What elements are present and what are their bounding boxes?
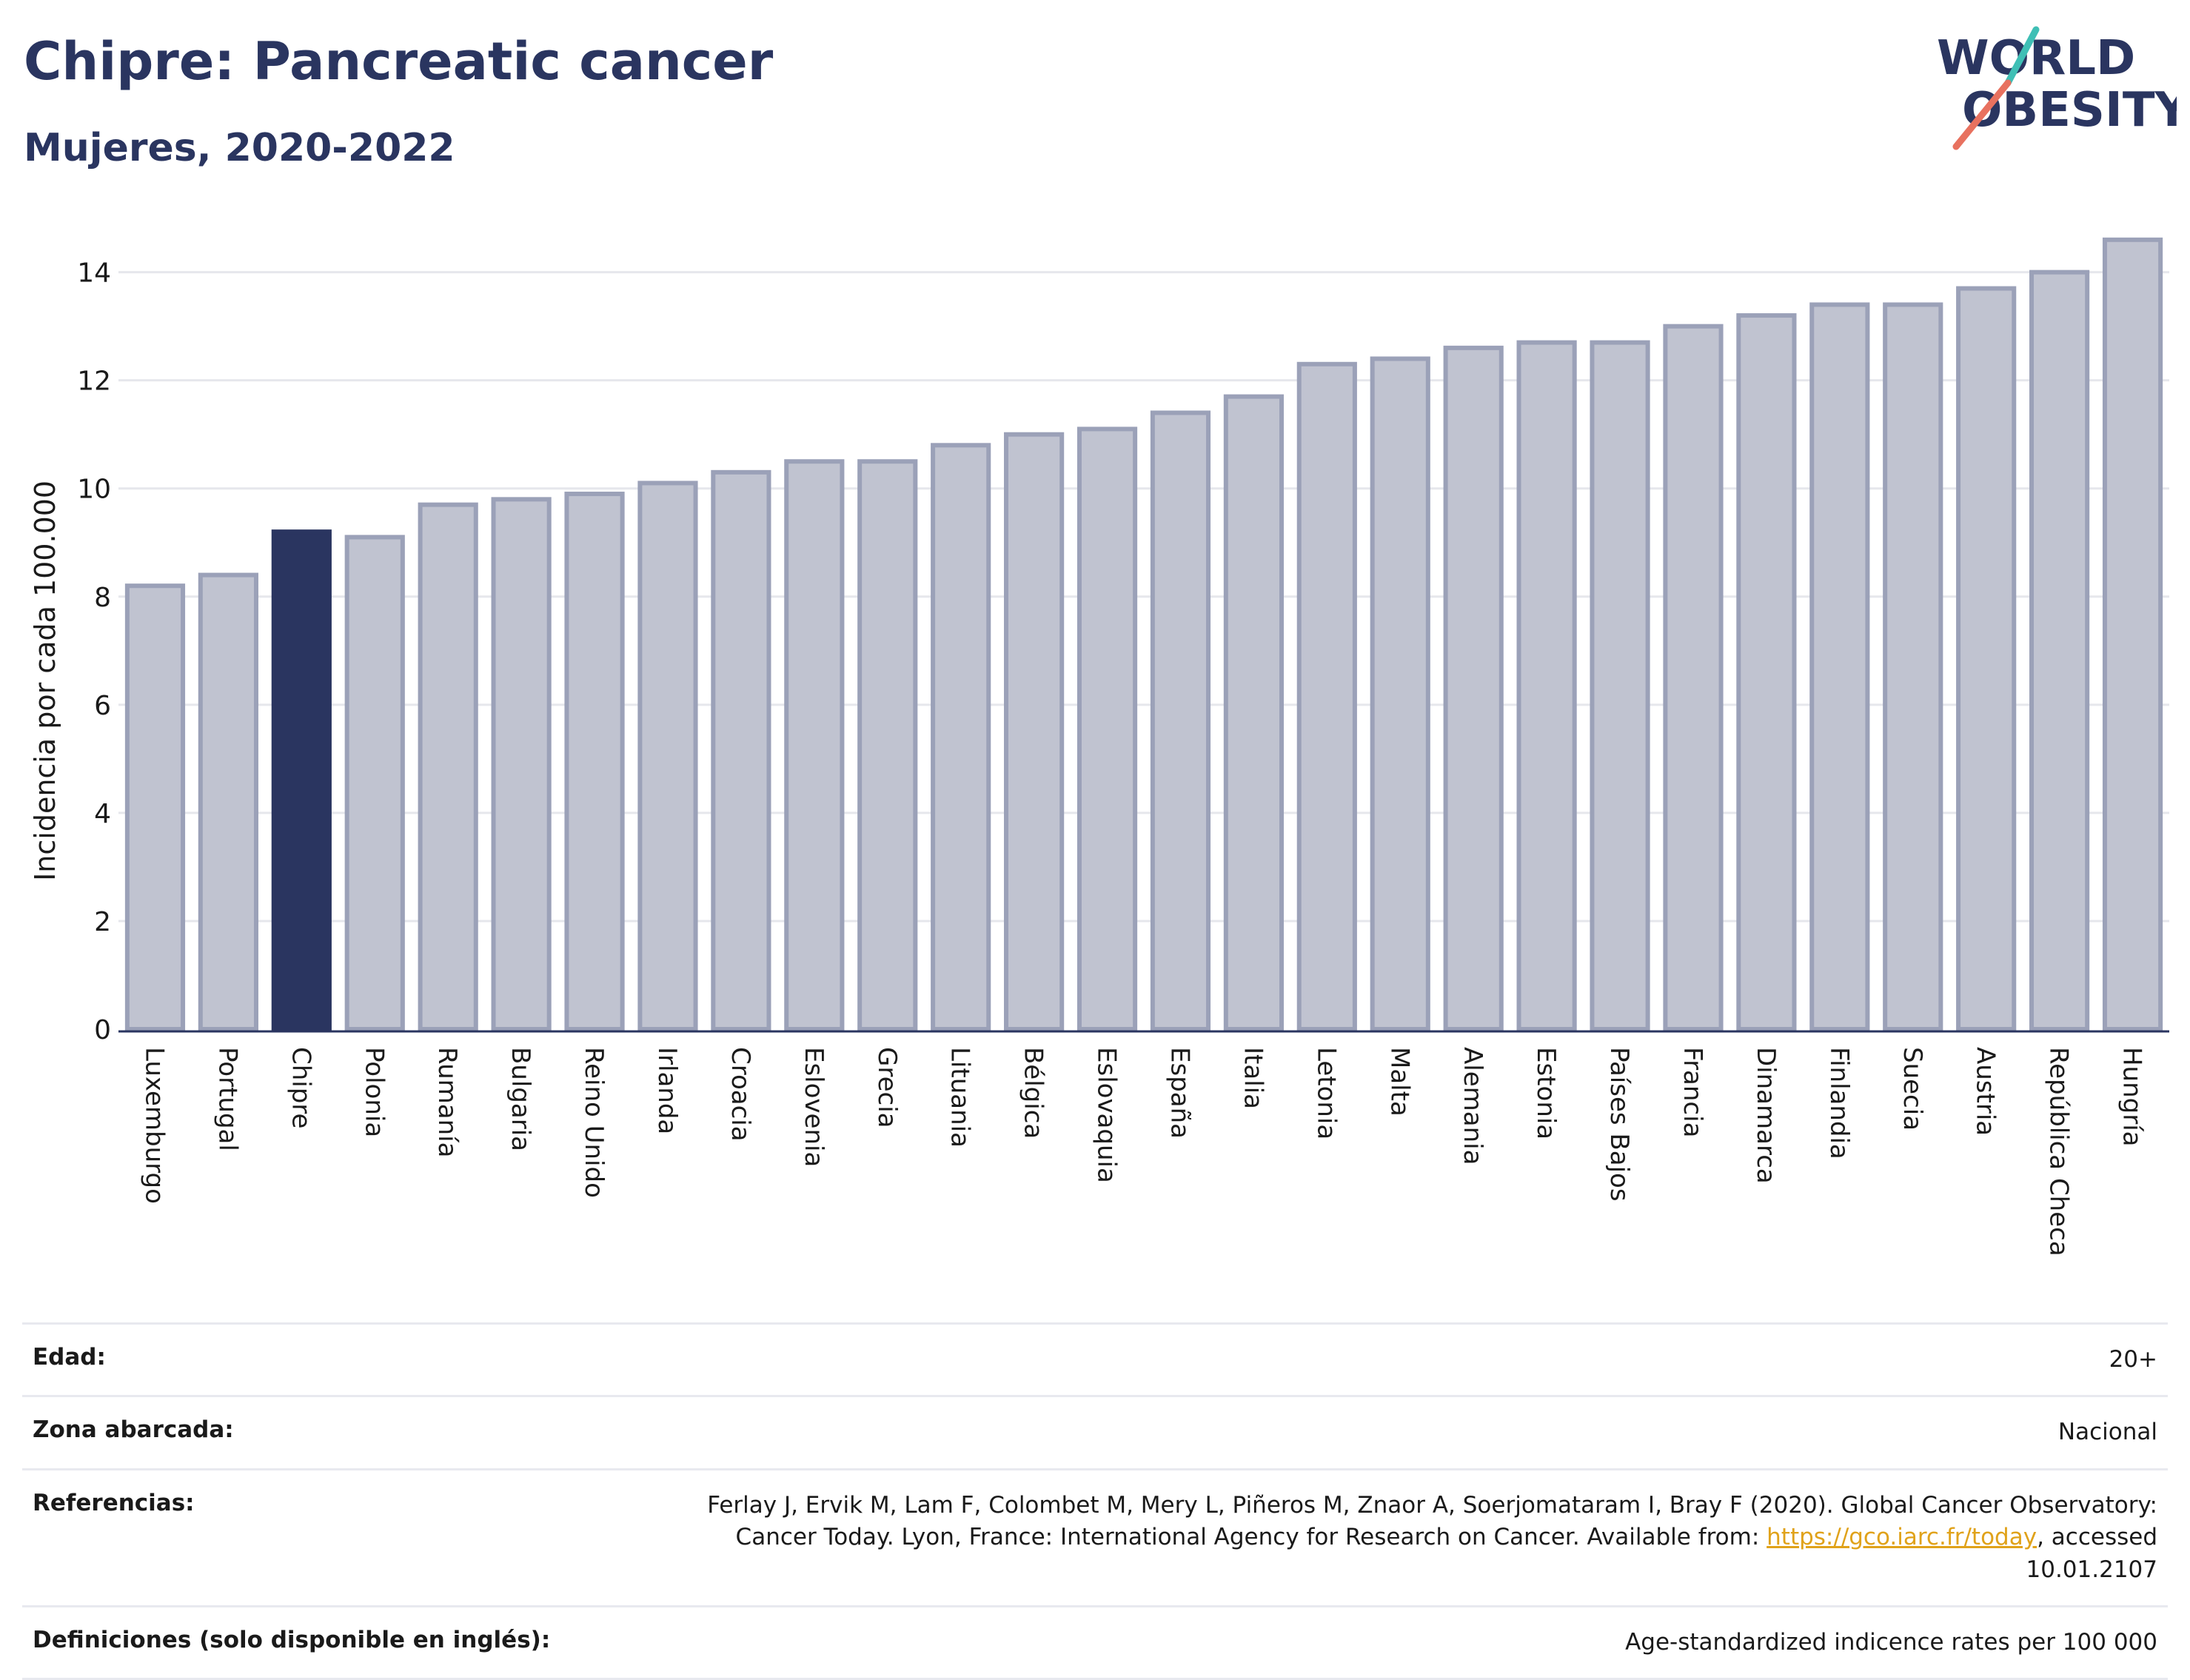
- y-tick-label: 4: [94, 799, 111, 829]
- logo-slash-teal: [2004, 26, 2040, 87]
- x-tick-label: Polonia: [359, 1047, 389, 1137]
- bar: [857, 459, 918, 1031]
- info-row-references: Referencias: Ferlay J, Ervik M, Lam F, C…: [22, 1468, 2168, 1605]
- logo-text-world: WORLD: [1937, 31, 2135, 86]
- info-value-coverage: Nacional: [2057, 1419, 2157, 1446]
- x-tick-label: Alemania: [1458, 1047, 1487, 1165]
- bar: [784, 459, 845, 1031]
- bar: [1663, 324, 1724, 1031]
- reference-text: Ferlay J, Ervik M, Lam F, Colombet M, Me…: [707, 1491, 2157, 1551]
- y-tick-labels: 0 2 4 6 8 10 12 14: [77, 258, 111, 1045]
- x-tick-label: Francia: [1678, 1047, 1707, 1137]
- bar: [1516, 340, 1577, 1031]
- world-obesity-logo: WORLD OBESITY: [1937, 26, 2177, 150]
- bar: [1736, 313, 1797, 1032]
- x-tick-label: Chipre: [286, 1047, 315, 1128]
- x-tick-label: Suecia: [1898, 1047, 1927, 1131]
- info-label-references: Referencias:: [33, 1489, 195, 1516]
- y-tick-label: 0: [94, 1015, 111, 1045]
- bar: [124, 583, 186, 1031]
- x-tick-labels: Luxemburgo Portugal Chipre Polonia Rumanía Bu…: [139, 1047, 2146, 1256]
- bar-chart: 0 2 4 6 8 10 12 14 Luxemburgo Portugal Chipre Polo…: [29, 237, 2169, 1256]
- x-tick-label: Hungría: [2117, 1047, 2147, 1147]
- chart-title: Chipre: Pancreatic cancer: [24, 31, 774, 92]
- x-tick-label: Países Bajos: [1604, 1047, 1634, 1202]
- y-axis-label: Incidencia por cada 100.000: [29, 481, 61, 881]
- y-tick-label: 12: [77, 367, 111, 397]
- x-tick-label: Irlanda: [652, 1047, 682, 1134]
- bar: [637, 481, 698, 1031]
- info-row-definitions: Definiciones (solo disponible en inglés)…: [22, 1604, 2168, 1680]
- x-tick-label: Finlandia: [1824, 1047, 1854, 1159]
- bar: [1809, 302, 1870, 1031]
- bar: [198, 572, 258, 1032]
- x-tick-label: Croacia: [726, 1047, 755, 1142]
- x-tick-label: Lituania: [945, 1047, 975, 1148]
- x-tick-label: Grecia: [872, 1047, 902, 1128]
- reference-accessed: , accessed 10.01.2107: [2026, 1524, 2158, 1583]
- x-tick-label: Eslovaquia: [1092, 1047, 1122, 1183]
- chart-subtitle: Mujeres, 2020-2022: [24, 126, 455, 170]
- x-tick-label: Italia: [1238, 1047, 1268, 1109]
- bar: [491, 497, 552, 1031]
- x-tick-label: Bulgaria: [506, 1047, 535, 1151]
- bars: [124, 237, 2163, 1032]
- bar: [1223, 394, 1284, 1031]
- bar: [1956, 286, 2017, 1031]
- x-tick-label: España: [1165, 1047, 1194, 1139]
- y-tick-label: 8: [94, 583, 111, 613]
- info-label-definitions: Definiciones (solo disponible en inglés)…: [33, 1626, 551, 1653]
- info-value-definitions: Age-standardized indicence rates per 100…: [1625, 1628, 2157, 1656]
- info-value-references: Ferlay J, Ervik M, Lam F, Colombet M, Me…: [632, 1490, 2157, 1586]
- x-tick-label: Malta: [1384, 1047, 1414, 1117]
- x-tick-label: Reino Unido: [579, 1047, 609, 1198]
- x-tick-label: Eslovenia: [799, 1047, 828, 1167]
- x-tick-label: Letonia: [1311, 1047, 1341, 1139]
- y-tick-label: 6: [94, 691, 111, 721]
- info-row-coverage: Zona abarcada: Nacional: [22, 1395, 2168, 1468]
- info-value-age: 20+: [2109, 1346, 2157, 1373]
- bar-highlighted: [271, 529, 332, 1031]
- x-tick-label: Luxemburgo: [139, 1047, 169, 1204]
- x-tick-label: Estonia: [1531, 1047, 1561, 1139]
- x-tick-label: Dinamarca: [1751, 1047, 1781, 1184]
- bar: [2102, 237, 2163, 1031]
- x-tick-label: Rumanía: [432, 1047, 462, 1157]
- bar: [344, 535, 405, 1032]
- info-label-coverage: Zona abarcada:: [33, 1416, 234, 1444]
- y-tick-label: 2: [94, 907, 111, 937]
- x-tick-label: República Checa: [2044, 1047, 2074, 1256]
- bar: [1590, 340, 1650, 1031]
- logo-slash-coral: [1952, 79, 2012, 150]
- bar: [1150, 410, 1211, 1031]
- bar: [418, 502, 478, 1032]
- bar: [1076, 426, 1138, 1031]
- bar: [1370, 356, 1430, 1031]
- bar: [1883, 302, 1943, 1031]
- info-label-age: Edad:: [33, 1344, 106, 1371]
- reference-link[interactable]: https://gco.iarc.fr/today: [1767, 1524, 2037, 1551]
- y-tick-label: 14: [77, 258, 111, 289]
- bar: [931, 443, 991, 1031]
- y-tick-label: 10: [77, 475, 111, 505]
- info-table: Edad: 20+ Zona abarcada: Nacional Refere…: [22, 1322, 2168, 1680]
- x-tick-label: Austria: [1971, 1047, 2000, 1136]
- bar: [1443, 345, 1504, 1032]
- bar: [1296, 361, 1357, 1032]
- bar: [711, 469, 771, 1032]
- logo-text-obesity: OBESITY: [1962, 83, 2177, 138]
- bar: [2029, 270, 2090, 1031]
- bar: [564, 492, 625, 1031]
- bar: [1004, 432, 1065, 1032]
- info-row-age: Edad: 20+: [22, 1322, 2168, 1395]
- x-tick-label: Bélgica: [1019, 1047, 1048, 1139]
- x-tick-label: Portugal: [212, 1047, 242, 1151]
